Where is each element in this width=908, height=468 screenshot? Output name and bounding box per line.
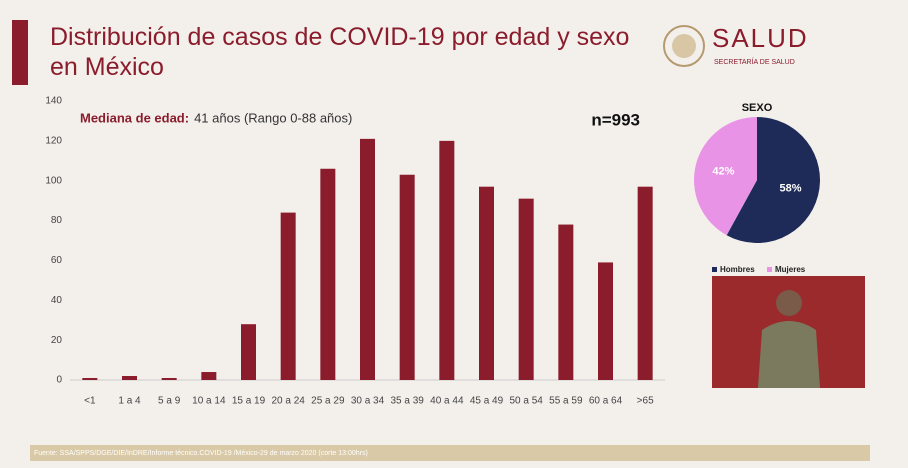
x-tick-label: 55 a 59: [549, 396, 583, 407]
x-tick-label: 60 a 64: [589, 396, 623, 407]
y-tick-label: 120: [45, 135, 62, 146]
y-tick-label: 140: [45, 96, 62, 107]
logo: [672, 34, 696, 58]
chart-title: Distribución de casos de COVID-19 por ed…: [50, 23, 630, 81]
x-tick-label: 25 a 29: [311, 396, 345, 407]
legend-label: Hombres: [720, 265, 755, 274]
x-tick-label: 15 a 19: [232, 396, 266, 407]
y-tick-label: 0: [56, 375, 62, 386]
video-interpreter: [758, 321, 820, 388]
x-tick-label: >65: [637, 396, 654, 407]
pie-label: 42%: [712, 165, 734, 177]
bar: [320, 168, 336, 380]
y-tick-label: 100: [45, 175, 62, 186]
x-tick-label: 10 a 14: [192, 396, 226, 407]
brand-subtitle: SECRETARÍA DE SALUD: [714, 57, 795, 66]
bar: [82, 378, 98, 380]
pie-title: SEXO: [742, 102, 773, 114]
annotation: 41 años (Rango 0-88 años): [194, 110, 352, 125]
pie-slice: [694, 117, 757, 236]
pie-slice: [726, 116, 821, 244]
source: Fuente: SSA/SPPS/DGE/DIE/InDRE/Informe t…: [34, 450, 368, 457]
bar: [280, 212, 296, 380]
y-tick-label: 40: [51, 295, 63, 306]
y-tick-label: 80: [51, 215, 63, 226]
bar: [241, 324, 256, 380]
x-tick-label: <1: [84, 396, 96, 407]
x-tick-label: 40 a 44: [430, 396, 464, 407]
x-tick-label: 30 a 34: [351, 396, 385, 407]
legend-swatch: [767, 267, 772, 272]
logo: [663, 25, 705, 67]
x-tick-label: 50 a 54: [509, 396, 543, 407]
bar: [558, 224, 574, 380]
accent-bar: [12, 20, 28, 85]
x-tick-label: 20 a 24: [271, 396, 305, 407]
footer-strip: [30, 445, 870, 461]
legend-swatch: [712, 267, 717, 272]
bar: [479, 186, 494, 380]
bar: [161, 378, 177, 380]
pie-label: 58%: [780, 183, 802, 195]
bar: [439, 140, 455, 380]
x-tick-label: 35 a 39: [390, 396, 424, 407]
x-tick-label: 1 a 4: [118, 396, 141, 407]
brand: SALUD: [712, 23, 809, 53]
bar: [122, 376, 137, 380]
y-tick-label: 60: [51, 255, 63, 266]
legend-label: Mujeres: [775, 265, 806, 274]
bar: [201, 372, 217, 380]
x-tick-label: 45 a 49: [470, 396, 504, 407]
bar: [360, 138, 375, 380]
video-interpreter: [776, 290, 802, 316]
x-tick-label: 5 a 9: [158, 396, 181, 407]
bar: [518, 198, 534, 380]
bar: [637, 186, 653, 380]
bar: [399, 174, 415, 380]
annotation: Mediana de edad:: [80, 110, 189, 125]
annotation: n=993: [591, 110, 640, 129]
y-tick-label: 20: [51, 335, 63, 346]
bar: [598, 262, 613, 380]
